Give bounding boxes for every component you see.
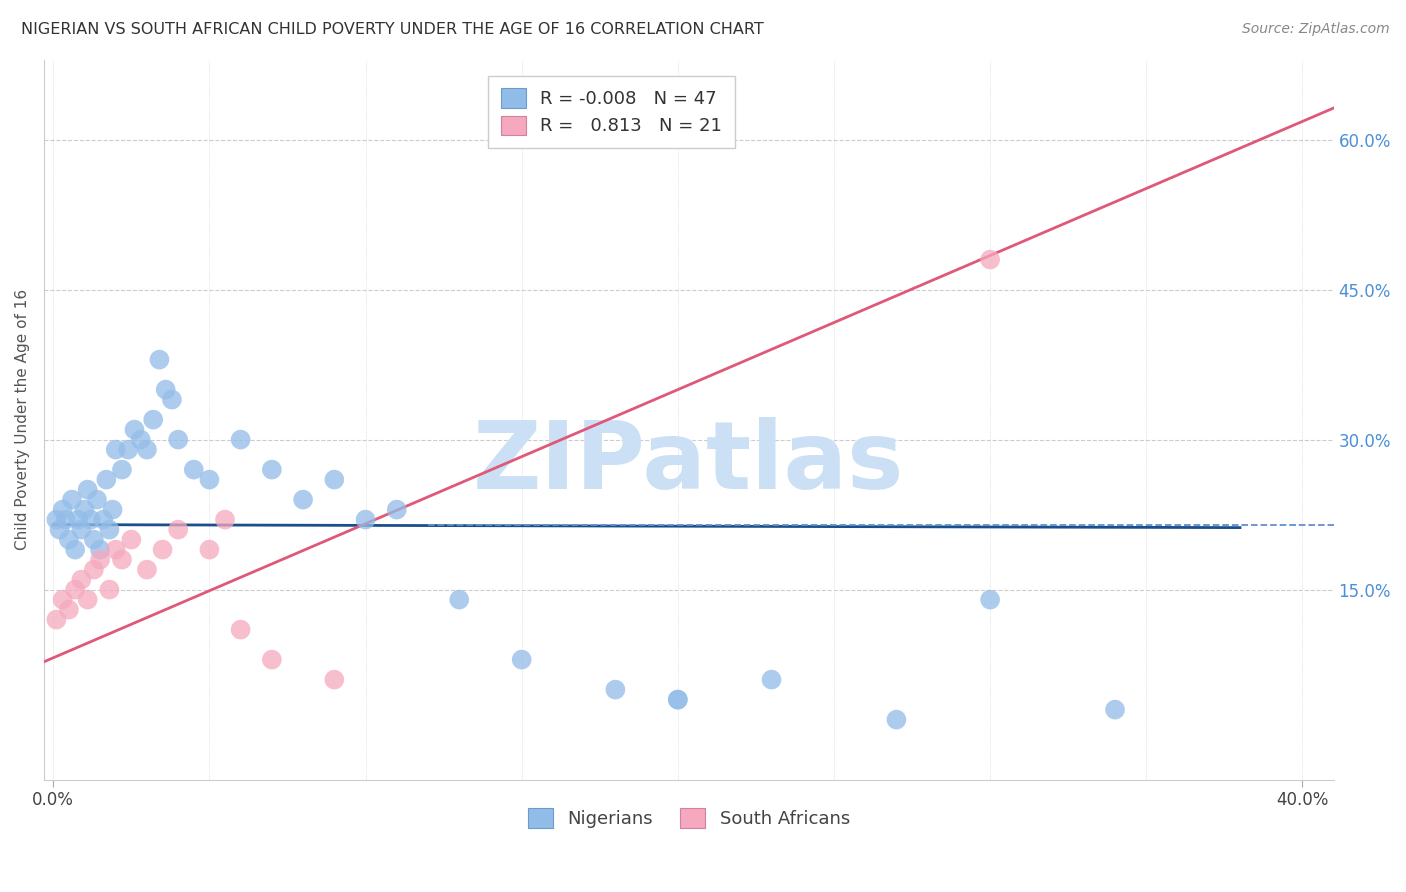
Point [63, 582, 86, 597]
Point [1104, 703, 1126, 717]
Text: Source: ZipAtlas.com: Source: ZipAtlas.com [1241, 22, 1389, 37]
Point [104, 442, 127, 457]
Point [129, 433, 152, 447]
Point [385, 502, 408, 516]
Point [260, 652, 283, 666]
Point [52, 592, 75, 607]
Point [160, 392, 183, 407]
Point [58, 602, 80, 616]
Point [91, 513, 114, 527]
Point [148, 352, 170, 367]
Point [96, 473, 118, 487]
Point [449, 592, 471, 607]
Point [229, 623, 252, 637]
Point [98, 582, 121, 597]
Point [214, 513, 236, 527]
Point [52, 502, 75, 516]
Point [55, 513, 77, 527]
Point [83, 563, 105, 577]
Point [117, 442, 139, 457]
Point [111, 462, 134, 476]
Point [63, 542, 86, 557]
Point [979, 592, 1001, 607]
Point [292, 492, 315, 507]
Point [198, 473, 221, 487]
Point [98, 523, 121, 537]
Point [48, 523, 70, 537]
Point [152, 542, 174, 557]
Point [45, 613, 67, 627]
Point [89, 552, 111, 566]
Text: ZIPatlas: ZIPatlas [472, 417, 904, 508]
Point [323, 473, 346, 487]
Y-axis label: Child Poverty Under the Age of 16: Child Poverty Under the Age of 16 [15, 289, 30, 550]
Point [183, 462, 205, 476]
Point [155, 383, 177, 397]
Point [120, 533, 142, 547]
Point [886, 713, 908, 727]
Point [111, 552, 134, 566]
Point [60, 492, 83, 507]
Point [58, 533, 80, 547]
Point [45, 513, 67, 527]
Point [167, 433, 190, 447]
Point [83, 533, 105, 547]
Point [101, 502, 124, 516]
Point [136, 563, 159, 577]
Point [80, 513, 103, 527]
Point [76, 592, 98, 607]
Point [142, 412, 165, 426]
Point [67, 513, 90, 527]
Point [605, 682, 627, 697]
Point [198, 542, 221, 557]
Point [89, 542, 111, 557]
Point [510, 652, 533, 666]
Point [136, 442, 159, 457]
Point [761, 673, 783, 687]
Point [70, 573, 93, 587]
Point [666, 692, 689, 706]
Point [70, 523, 93, 537]
Point [979, 252, 1001, 267]
Point [124, 423, 146, 437]
Point [666, 692, 689, 706]
Point [354, 513, 377, 527]
Point [73, 502, 96, 516]
Point [104, 542, 127, 557]
Legend: Nigerians, South Africans: Nigerians, South Africans [520, 801, 858, 836]
Point [229, 433, 252, 447]
Point [76, 483, 98, 497]
Point [260, 462, 283, 476]
Point [323, 673, 346, 687]
Point [167, 523, 190, 537]
Text: NIGERIAN VS SOUTH AFRICAN CHILD POVERTY UNDER THE AGE OF 16 CORRELATION CHART: NIGERIAN VS SOUTH AFRICAN CHILD POVERTY … [21, 22, 763, 37]
Point [86, 492, 108, 507]
